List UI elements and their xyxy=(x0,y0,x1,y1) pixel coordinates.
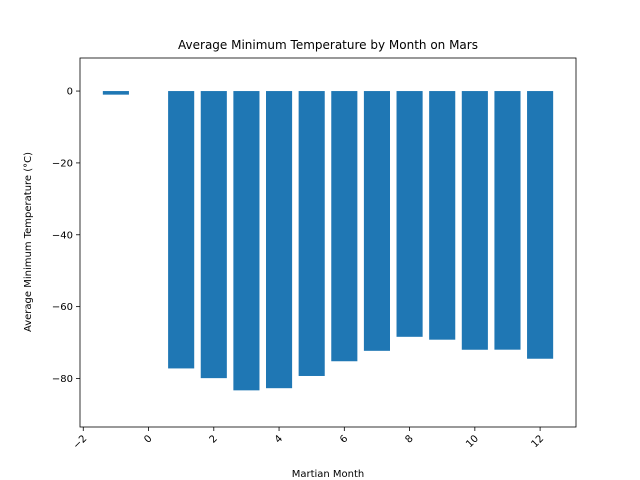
bar-month-5 xyxy=(298,91,325,376)
y-axis-label: Average Minimum Temperature (°C) xyxy=(23,152,34,332)
bar-month-7 xyxy=(363,91,390,351)
chart-title: Average Minimum Temperature by Month on … xyxy=(178,38,478,52)
bar-month-10 xyxy=(461,91,488,350)
y-tick-label: −20 xyxy=(52,158,73,169)
bar-month-3 xyxy=(233,91,260,391)
y-axis-ticks: 0 −20 −40 −60 −80 xyxy=(52,87,80,385)
bar-month-6 xyxy=(331,91,358,362)
y-tick-label: −60 xyxy=(52,302,73,313)
x-axis-ticks: −2 0 2 4 6 8 10 12 xyxy=(71,427,546,452)
x-tick-label: 2 xyxy=(208,433,220,445)
bars-group xyxy=(102,91,554,391)
bar-month-9 xyxy=(429,91,456,340)
bar-month-4 xyxy=(266,91,293,389)
bar-month--1 xyxy=(102,91,129,95)
y-tick-label: −40 xyxy=(52,230,73,241)
bar-month-8 xyxy=(396,91,423,337)
bar-month-12 xyxy=(527,91,554,359)
y-tick-label: −80 xyxy=(52,374,73,385)
y-tick-label: 0 xyxy=(67,87,73,98)
x-tick-label: 10 xyxy=(464,433,481,450)
bar-month-1 xyxy=(168,91,195,369)
x-tick-label: 0 xyxy=(142,433,154,445)
x-tick-label: −2 xyxy=(71,433,89,451)
bar-month-2 xyxy=(200,91,227,379)
x-tick-label: 8 xyxy=(403,433,415,445)
x-tick-label: 6 xyxy=(338,433,350,445)
bar-month-11 xyxy=(494,91,521,350)
x-tick-label: 4 xyxy=(273,433,285,445)
plot-area-frame xyxy=(79,57,577,428)
x-axis-label: Martian Month xyxy=(292,469,365,480)
x-tick-label: 12 xyxy=(529,433,546,450)
